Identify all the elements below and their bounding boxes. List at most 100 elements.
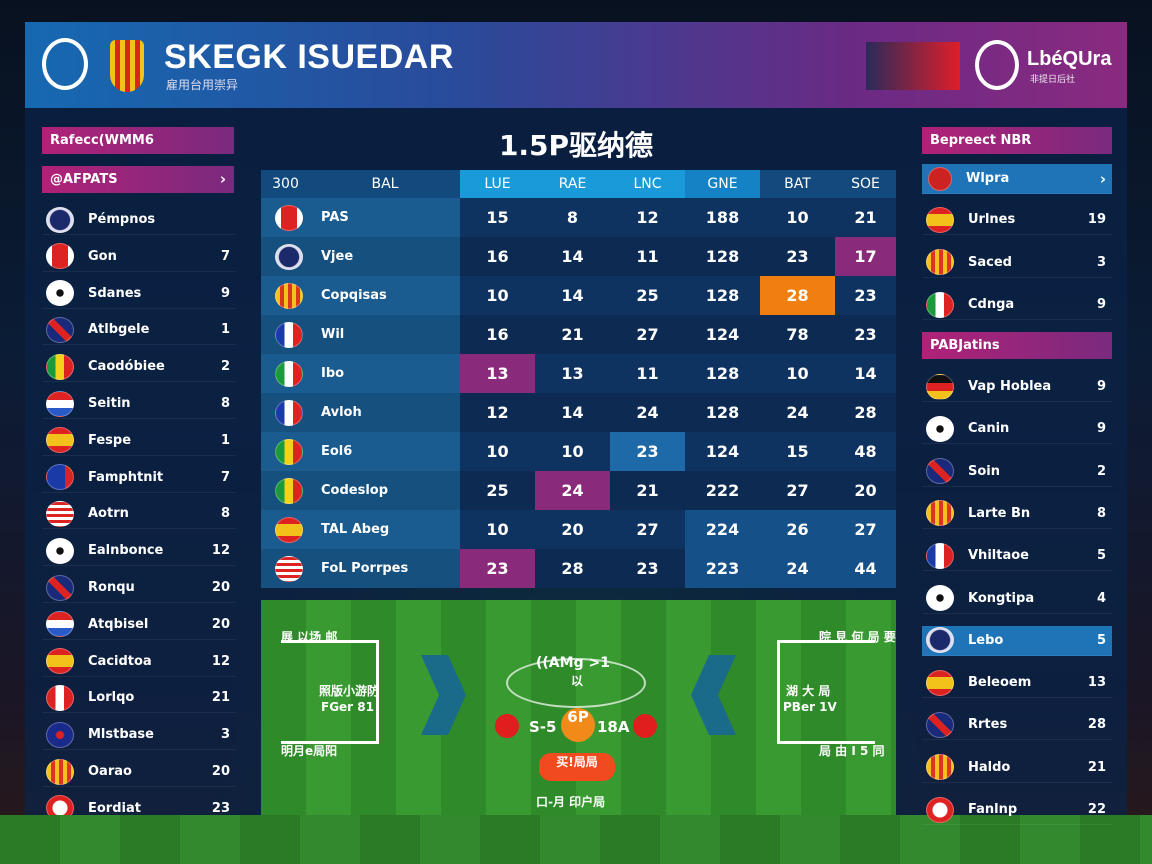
stat-cell: 223 [685,549,760,588]
right-list-item[interactable]: Rrtes 28 [922,710,1112,741]
team-name: Kongtipa [968,590,1035,606]
right-list-item[interactable]: Fanlnp 22 [922,795,1112,825]
stat-cell: 222 [685,471,760,510]
right-list-item[interactable]: Soin 2 [922,457,1112,487]
left-list-item[interactable]: Fespe 1 [42,426,236,456]
stat-cell: 188 [685,198,760,237]
left-list-item[interactable]: Ealnbonce 12 [42,536,236,567]
match-action-button[interactable]: 买!局局 [539,753,615,781]
column-header[interactable]: 300 [261,170,310,198]
team-count: 23 [211,800,230,816]
right-list-item[interactable]: Beleoem 13 [922,668,1112,699]
left-list-item[interactable]: Famphtnit 7 [42,463,236,493]
team-count: 13 [1087,675,1106,691]
stat-cell: 21 [535,315,610,354]
team-count: 2 [220,359,230,375]
left-list-item[interactable]: Ronqu 20 [42,573,236,603]
right-list-item[interactable]: Lebo 5 [922,625,1112,656]
team-name: Gon [88,248,117,264]
team-count: 8 [220,396,230,411]
column-header[interactable]: GNE [685,170,760,198]
stat-cell: 10 [460,276,535,315]
pitch-label-bottom-right: 局 由 I 5 同 [819,744,885,758]
team-name: Eol6 [321,444,353,459]
app-subtitle: 雇用台用崇异 [166,78,239,92]
column-header[interactable]: BAT [760,170,835,198]
crest-white-icon [926,796,954,823]
stat-cell: 25 [460,471,535,510]
left-list-item[interactable]: Cacidtoa 12 [42,647,236,677]
left-list-item[interactable]: Oarao 20 [42,757,236,787]
right-list-item[interactable]: Saced 3 [922,248,1112,278]
right-list-item[interactable]: Vhiltaoe 5 [922,541,1112,572]
uk-icon [46,574,74,601]
table-row[interactable]: FoL Porrpes 23 28 23 223 24 44 [261,549,896,588]
league-ball-logo [42,38,88,90]
left-list-item[interactable]: Aotrn 8 [42,499,236,530]
ball-blue-icon [926,627,954,654]
left-list-item[interactable]: Seitin 8 [42,389,236,419]
right-list-item[interactable]: Canin 9 [922,414,1112,445]
team-name: Soin [968,463,1001,479]
table-row[interactable]: Copqisas 10 14 25 128 28 23 [261,276,896,315]
paraguay-icon [46,390,74,417]
table-row[interactable]: Eol6 10 10 23 124 15 48 [261,432,896,471]
column-header[interactable]: LNC [610,170,685,198]
team-name: Sdanes [88,285,142,301]
left-list-item[interactable]: Sdanes 9 [42,279,236,309]
chevron-right-icon: › [1099,169,1106,188]
stat-cell: 44 [835,549,896,588]
team-cell: Copqisas [261,276,460,315]
team-name: Vjee [321,249,354,264]
table-row[interactable]: PAS 15 8 12 188 10 21 [261,198,896,237]
team-count: 20 [211,580,230,595]
stat-cell: 128 [685,393,760,432]
column-header[interactable]: LUE [460,170,535,198]
team-count: 9 [1096,297,1106,312]
table-row[interactable]: Ibo 13 13 11 128 10 14 [261,354,896,393]
right-list-item[interactable]: Haldo 21 [922,753,1112,783]
stat-cell: 20 [835,471,896,510]
right-selected-team[interactable]: Wlpra › [922,164,1112,194]
table-row[interactable]: Wil 16 21 27 124 78 23 [261,315,896,354]
left-list-item[interactable]: Mlstbase 3 [42,720,236,751]
left-list-item[interactable]: Pémpnos [42,205,236,235]
left-list-item[interactable]: Atqbisel 20 [42,610,236,640]
table-row[interactable]: TAL Abeg 10 20 27 224 26 27 [261,510,896,549]
team-count: 12 [211,653,230,669]
table-row[interactable]: Codeslop 25 24 21 222 27 20 [261,471,896,510]
left-list-item[interactable]: Lorlqo 21 [42,683,236,714]
right-list-item[interactable]: Vap Hoblea 9 [922,372,1112,402]
right-list-item[interactable]: Urlnes 19 [922,205,1112,235]
stat-cell: 14 [835,354,896,393]
left-list-item[interactable]: Gon 7 [42,242,236,272]
column-header[interactable]: BAL [310,170,460,198]
right-list-item[interactable]: Larte Bn 8 [922,499,1112,529]
stat-cell: 16 [460,237,535,276]
team-count: 9 [220,285,230,301]
team-count: 22 [1087,802,1106,817]
table-title: 1.5P驱纳德 [498,129,654,162]
right-list-item[interactable]: Kongtipa 4 [922,584,1112,614]
league-logo-text: LbéQUra [1027,48,1112,70]
team-name: Vap Hoblea [968,379,1052,394]
left-menu-button[interactable]: @AFPATS › [42,166,234,193]
column-header[interactable]: SOE [835,170,896,198]
stat-cell: 27 [835,510,896,549]
team-name: Aotrn [88,506,129,522]
left-list-item[interactable]: Atlbgele 1 [42,315,236,346]
table-row[interactable]: Avloh 12 14 24 128 24 28 [261,393,896,432]
stat-cell: 10 [535,432,610,471]
germany-icon [926,373,954,400]
table-row[interactable]: Vjee 16 14 11 128 23 17 [261,237,896,276]
chevron-right-icon: › [219,170,226,188]
right-section2-title: PABJatins [922,332,1112,359]
sponsor-banner [866,42,960,90]
stat-cell: 15 [760,432,835,471]
right-list-item[interactable]: Cdnga 9 [922,290,1112,320]
left-list-item[interactable]: Caodóbiee 2 [42,352,236,383]
column-header[interactable]: RAE [535,170,610,198]
stat-cell: 16 [460,315,535,354]
pitch-label-right-2: PBer 1V [783,700,837,714]
senegal-icon [46,353,74,380]
